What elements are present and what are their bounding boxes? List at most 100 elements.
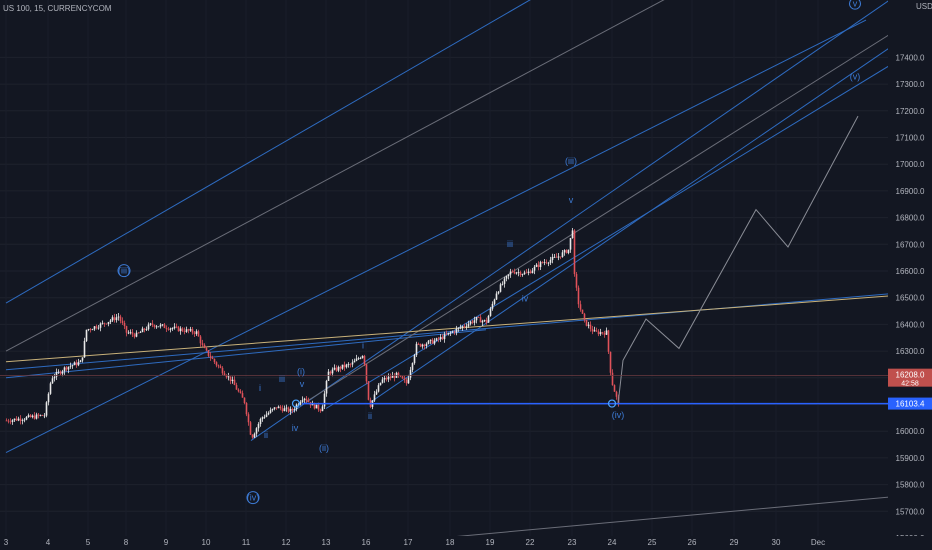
- channel-line: [5, 0, 665, 352]
- candle-body: [101, 322, 104, 324]
- level-anchor-marker: [607, 399, 617, 408]
- candle-body: [341, 364, 344, 369]
- candle-body: [577, 287, 580, 305]
- price-tick-label: 17400.0: [896, 53, 925, 62]
- time-axis[interactable]: 3 4 5 8 9 10 11 12 13 16 17 18 19 22 23 24 25 26 29 30 Dec: [0, 536, 932, 550]
- candle-body: [245, 403, 248, 415]
- candle-body: [193, 332, 196, 334]
- candle-body: [183, 330, 186, 332]
- candle-body: [521, 274, 524, 275]
- candle-body: [27, 415, 30, 418]
- candle-body: [317, 404, 320, 410]
- candle-body: [435, 338, 438, 341]
- candle-body: [575, 274, 578, 288]
- candle-body: [539, 262, 542, 268]
- candle-body: [611, 372, 614, 386]
- candle-body: [137, 332, 140, 334]
- candle-body: [191, 329, 194, 333]
- candle-body: [221, 367, 224, 374]
- candle-body: [569, 238, 572, 250]
- candle-body: [169, 328, 172, 330]
- candle-body: [579, 304, 582, 310]
- candle-body: [125, 326, 128, 333]
- candle-body: [465, 326, 468, 328]
- candle-body: [411, 363, 414, 370]
- candle-body: [163, 324, 166, 329]
- candle-body: [541, 262, 544, 263]
- countdown-label: 42:58: [901, 381, 919, 388]
- candle-body: [447, 332, 450, 335]
- candle-body: [373, 394, 376, 401]
- price-tick-label: 15900.0: [896, 454, 925, 463]
- candle-body: [115, 317, 118, 321]
- current-price-badge: [888, 368, 932, 387]
- wave-label: (ii): [319, 443, 329, 453]
- candle-body: [609, 351, 612, 373]
- candle-body: [547, 262, 550, 264]
- candle-body: [461, 326, 464, 328]
- channel-line: [250, 0, 891, 441]
- candle-body: [123, 323, 126, 327]
- candle-body: [499, 284, 502, 292]
- price-tick-label: 17200.0: [896, 107, 925, 116]
- candle-body: [379, 382, 382, 386]
- candle-body: [143, 328, 146, 330]
- candle-body: [243, 397, 246, 404]
- channel-line: [5, 19, 867, 453]
- candle-body: [15, 418, 18, 421]
- candle-body: [337, 366, 340, 371]
- candle-body: [495, 293, 498, 300]
- candle-body: [349, 364, 352, 366]
- wave-label: ii: [264, 430, 268, 440]
- candle-body: [23, 419, 26, 421]
- wave-label: (iv): [247, 493, 260, 503]
- candle-body: [153, 324, 156, 327]
- candle-body: [53, 376, 56, 379]
- candle-body: [441, 337, 444, 340]
- candle-body: [67, 366, 70, 370]
- candle-body: [73, 362, 76, 366]
- time-tick-label: 23: [568, 538, 577, 547]
- candle-body: [25, 417, 28, 420]
- candle-body: [167, 328, 170, 330]
- price-axis[interactable]: 17400.0 17300.0 17200.0 17100.0 17000.0 16900…: [888, 0, 932, 550]
- candle-body: [127, 332, 130, 334]
- candle-body: [117, 316, 120, 318]
- candle-body: [505, 276, 508, 279]
- candle-body: [259, 419, 262, 425]
- candle-body: [585, 319, 588, 326]
- projection-path: [617, 115, 859, 405]
- candle-body: [429, 339, 432, 341]
- candle-body: [355, 358, 358, 361]
- candle-body: [595, 330, 598, 332]
- candle-body: [501, 283, 504, 285]
- candle-body: [271, 408, 274, 411]
- candle-body: [223, 373, 226, 376]
- candle-body: [451, 331, 454, 333]
- candle-body: [119, 316, 122, 321]
- candle-body: [529, 271, 532, 274]
- candle-body: [287, 407, 290, 412]
- candle-body: [331, 369, 334, 374]
- candle-body: [171, 328, 174, 329]
- candle-body: [553, 256, 556, 258]
- candle-body: [99, 323, 102, 328]
- time-tick-label: 24: [608, 538, 617, 547]
- candle-body: [285, 407, 288, 409]
- candle-body: [323, 393, 326, 407]
- wave-label: (v): [850, 71, 861, 81]
- candle-body: [249, 422, 252, 435]
- candle-body: [21, 420, 24, 421]
- wave-label: v: [853, 0, 858, 9]
- candle-body: [425, 343, 428, 347]
- candle-body: [299, 402, 302, 405]
- candle-body: [241, 393, 244, 398]
- candle-body: [293, 409, 296, 411]
- wave-label: (iv): [612, 410, 625, 420]
- candle-body: [69, 365, 72, 367]
- candle-body: [203, 344, 206, 348]
- wave-label: i: [362, 340, 364, 350]
- candle-body: [135, 332, 138, 337]
- candle-body: [565, 250, 568, 254]
